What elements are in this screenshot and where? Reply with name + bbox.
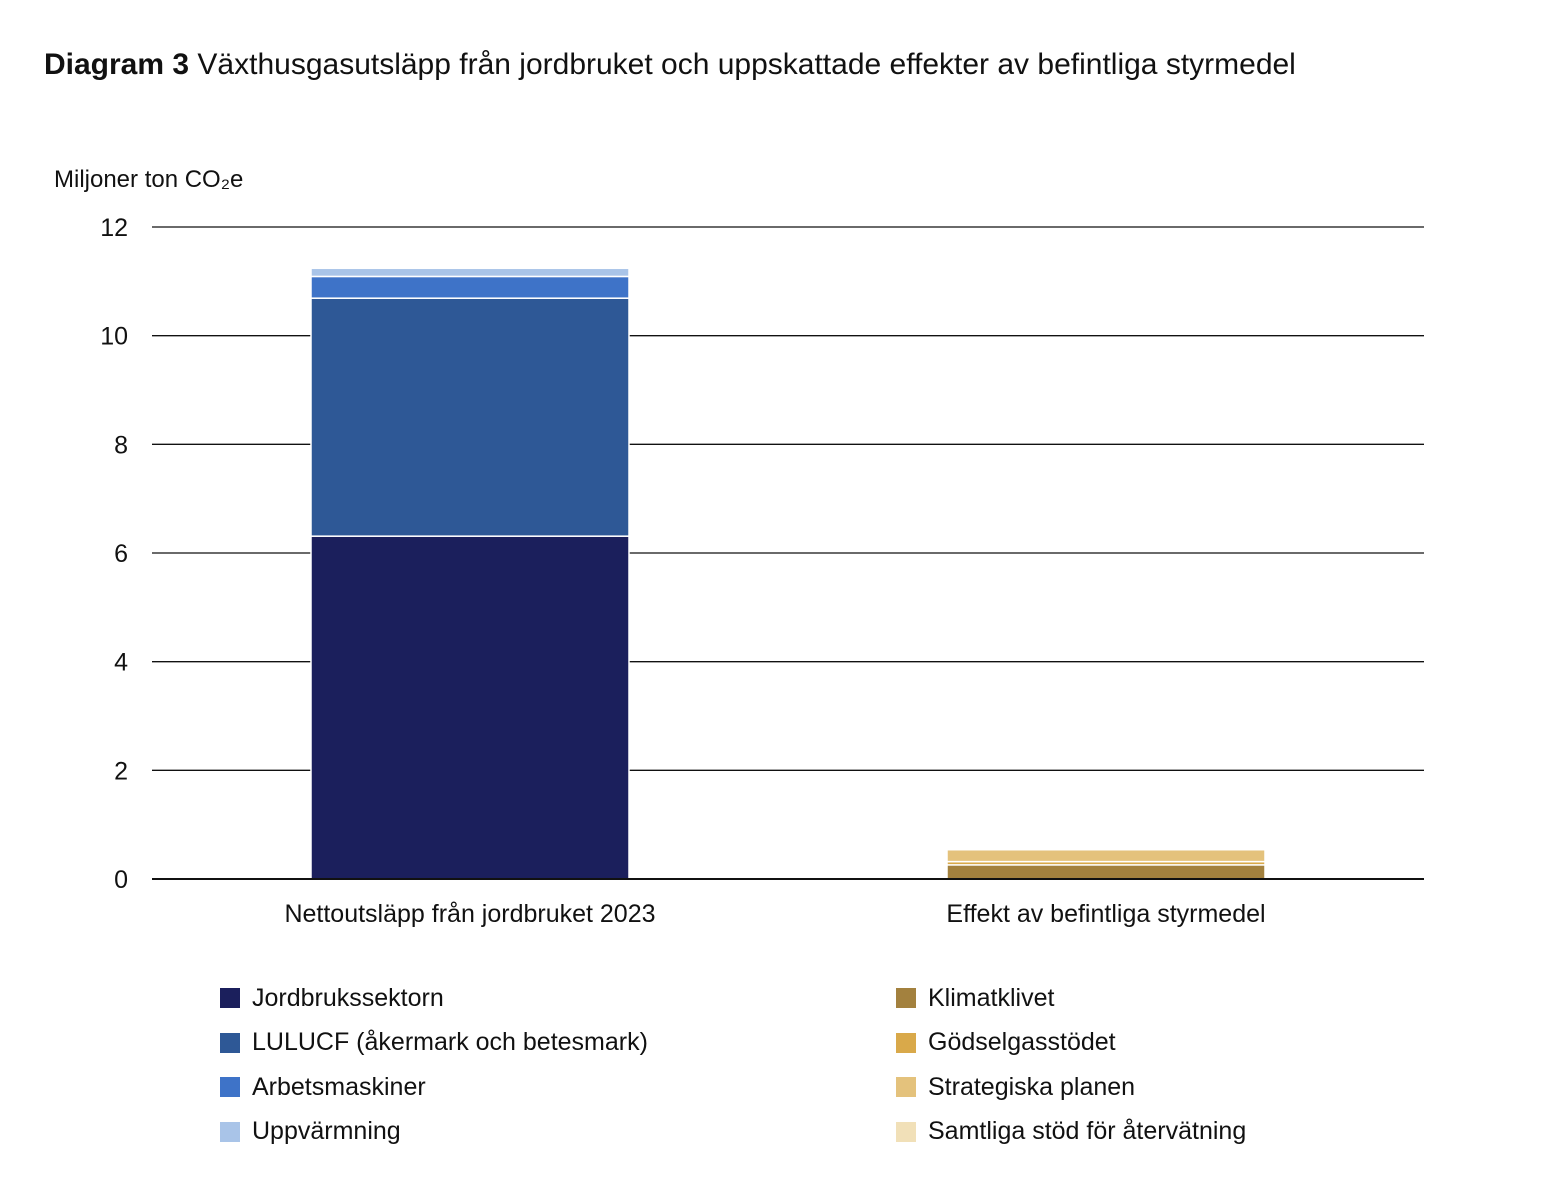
bar-segment [946,847,1266,851]
legend-label: LULUCF (åkermark och betesmark) [252,1028,648,1057]
legend-label: Klimatklivet [928,983,1055,1012]
legend-right: Klimatklivet Gödselgasstödet Strategiska p… [896,976,1246,1154]
legend-swatch [896,1121,916,1142]
bar-segment [310,535,630,880]
legend-swatch [220,1032,240,1053]
legend-swatch [896,1077,916,1098]
legend-item: Klimatklivet [896,976,1246,1021]
legend-label: Strategiska planen [928,1072,1136,1101]
bar-segment [946,864,1266,880]
legend-label: Arbetsmaskiner [252,1072,426,1101]
legend-item: Arbetsmaskiner [220,1065,648,1110]
y-tick-label: 6 [114,540,128,568]
legend-label: Jordbrukssektorn [252,983,444,1012]
y-tick-label: 2 [114,757,128,785]
legend-item: Strategiska planen [896,1065,1246,1110]
legend-item: LULUCF (åkermark och betesmark) [220,1021,648,1066]
x-tick-label: Effekt av befintliga styrmedel [946,900,1265,928]
legend-label: Uppvärmning [252,1117,401,1146]
legend-swatch [896,988,916,1009]
y-tick-label: 10 [100,323,128,351]
bar-segment [946,848,1266,863]
y-tick-label: 12 [100,214,128,242]
legend-item: Uppvärmning [220,1110,648,1155]
legend-item: Gödselgasstödet [896,1021,1246,1066]
legend-label: Gödselgasstödet [928,1028,1116,1057]
legend-swatch [220,988,240,1009]
y-tick-label: 0 [114,866,128,894]
x-tick-label: Nettoutsläpp från jordbruket 2023 [284,900,655,928]
legend-left: Jordbrukssektorn LULUCF (åkermark och bet… [220,976,648,1154]
chart-title: Diagram 3 Växthusgasutsläpp från jordbru… [44,48,1296,81]
legend-swatch [220,1121,240,1142]
legend-swatch [896,1032,916,1053]
legend-label: Samtliga stöd för återvätning [928,1117,1247,1146]
y-axis-label: Miljoner ton CO₂e [54,166,244,193]
y-tick-label: 8 [114,431,128,459]
y-tick-label: 4 [114,649,128,677]
legend-swatch [220,1077,240,1098]
legend-item: Jordbrukssektorn [220,976,648,1021]
bar-segment [310,297,630,537]
legend-item: Samtliga stöd för återvätning [896,1110,1246,1155]
bar-segment [310,267,630,278]
bar-segment [310,275,630,299]
